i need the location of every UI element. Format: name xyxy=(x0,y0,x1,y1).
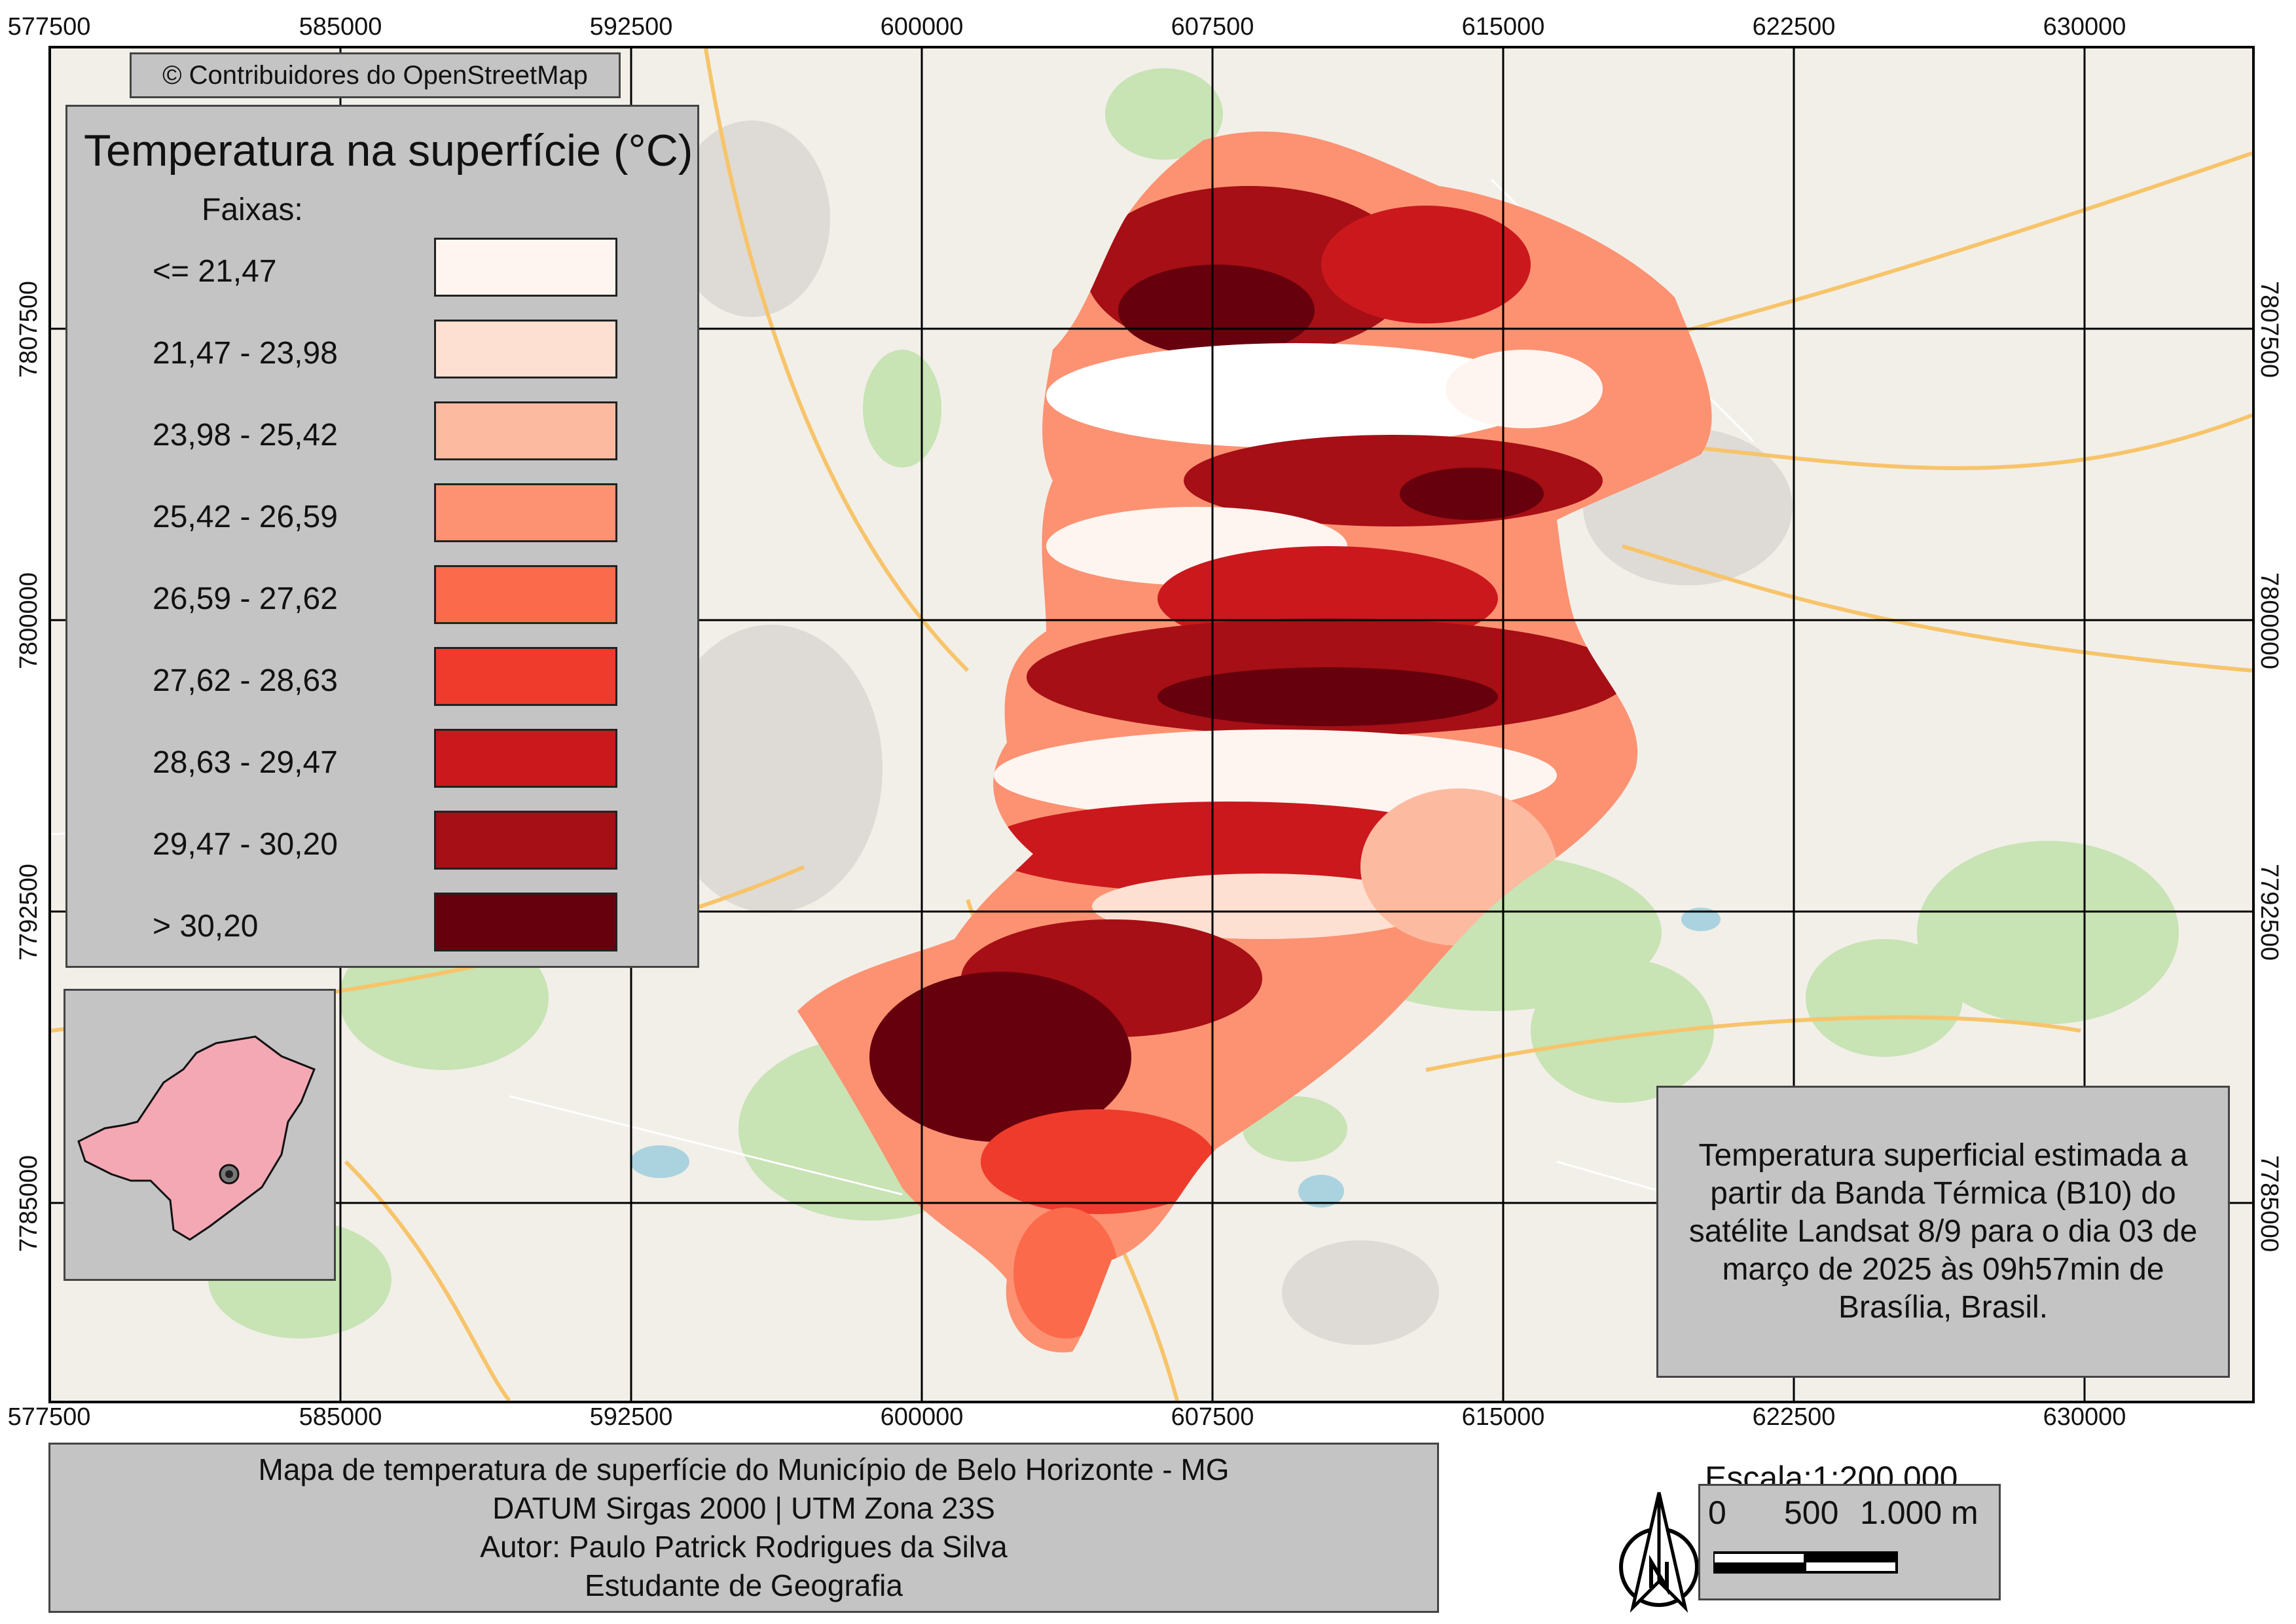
legend-row: 26,59 - 27,62 xyxy=(67,565,697,631)
grid-y-label-right: 7792500 xyxy=(2255,864,2283,961)
grid-x-label-bottom: 630000 xyxy=(2043,1403,2126,1431)
legend-swatch xyxy=(434,811,617,870)
osm-attribution: © Contribuidores do OpenStreetMap xyxy=(130,52,621,98)
basemap-roads xyxy=(51,48,2252,1401)
legend-swatch xyxy=(434,320,617,378)
legend-class-label: 23,98 - 25,42 xyxy=(153,418,338,452)
grid-x-label-bottom: 585000 xyxy=(299,1403,382,1431)
legend-row: 23,98 - 25,42 xyxy=(67,401,697,467)
legend-row: 21,47 - 23,98 xyxy=(67,320,697,385)
grid-x-label-top: 607500 xyxy=(1171,13,1254,41)
legend-row: 28,63 - 29,47 xyxy=(67,729,697,794)
legend-row: <= 21,47 xyxy=(67,238,697,303)
grid-y-label-right: 7800000 xyxy=(2255,572,2283,669)
legend-row: > 30,20 xyxy=(67,893,697,958)
grid-x-label-top: 622500 xyxy=(1752,13,1836,41)
grid-x-label-top: 592500 xyxy=(589,13,673,41)
scale-bar-panel: 0 500 1.000 m xyxy=(1698,1484,2001,1600)
datum-line: DATUM Sirgas 2000 | UTM Zona 23S xyxy=(492,1491,995,1525)
legend-class-label: 29,47 - 30,20 xyxy=(153,827,338,862)
legend-swatch xyxy=(434,729,617,788)
grid-x-label-top: 630000 xyxy=(2043,13,2126,41)
grid-y-label-left: 7785000 xyxy=(15,1155,43,1252)
map-title: Mapa de temperatura de superfície do Mun… xyxy=(258,1452,1230,1486)
legend-swatch xyxy=(434,893,617,951)
grid-x-label-top: 600000 xyxy=(880,13,964,41)
legend-swatch xyxy=(434,238,617,297)
grid-x-label-bottom: 577500 xyxy=(7,1403,91,1431)
title-block: Mapa de temperatura de superfície do Mun… xyxy=(48,1443,1439,1613)
legend-class-label: 28,63 - 29,47 xyxy=(153,745,338,780)
grid-y-label-left: 7800000 xyxy=(15,572,43,669)
grid-y-label-right: 7807500 xyxy=(2255,281,2283,378)
info-box: Temperatura superficial estimada a parti… xyxy=(1656,1086,2230,1378)
legend-class-label: 27,62 - 28,63 xyxy=(153,663,338,698)
legend-row: 25,42 - 26,59 xyxy=(67,483,697,549)
basemap-water xyxy=(630,908,1721,1208)
legend-panel: Temperatura na superfície (°C) Faixas: <… xyxy=(65,105,699,968)
north-arrow-icon xyxy=(1614,1490,1704,1614)
grid-y-label-left: 7792500 xyxy=(15,864,43,961)
grid-y-label-left: 7807500 xyxy=(15,281,43,378)
grid-x-label-bottom: 592500 xyxy=(589,1403,673,1431)
info-text: Temperatura superficial estimada a parti… xyxy=(1688,1138,2198,1325)
grid-x-label-top: 585000 xyxy=(299,13,382,41)
grid-y-label-right: 7785000 xyxy=(2255,1155,2283,1252)
inset-state-shape xyxy=(77,1035,316,1241)
grid-x-label-bottom: 615000 xyxy=(1461,1403,1545,1431)
inset-locator-map xyxy=(64,989,336,1281)
legend-class-label: 25,42 - 26,59 xyxy=(153,500,338,534)
scale-tick-label: 500 xyxy=(1784,1494,1839,1531)
grid-x-label-bottom: 607500 xyxy=(1171,1403,1254,1431)
legend-row: 27,62 - 28,63 xyxy=(67,647,697,712)
legend-class-label: <= 21,47 xyxy=(153,254,277,289)
legend-subtitle: Faixas: xyxy=(202,193,303,227)
legend-class-label: > 30,20 xyxy=(153,909,259,944)
legend-class-label: 21,47 - 23,98 xyxy=(153,336,338,371)
legend-swatch xyxy=(434,401,617,460)
grid-x-label-bottom: 600000 xyxy=(880,1403,964,1431)
legend-swatch xyxy=(434,565,617,624)
legend-title: Temperatura na superfície (°C) xyxy=(84,126,693,175)
legend-row: 29,47 - 30,20 xyxy=(67,811,697,876)
legend-swatch xyxy=(434,483,617,542)
grid-x-label-top: 577500 xyxy=(7,13,91,41)
grid-x-label-bottom: 622500 xyxy=(1752,1403,1836,1431)
author-role-line: Estudante de Geografia xyxy=(585,1568,903,1602)
grid-x-label-top: 615000 xyxy=(1461,13,1545,41)
legend-swatch xyxy=(434,647,617,706)
scale-tick-label: 1.000 m xyxy=(1860,1494,1978,1531)
scale-bar xyxy=(1713,1551,1898,1574)
legend-class-label: 26,59 - 27,62 xyxy=(153,581,338,616)
author-line: Autor: Paulo Patrick Rodrigues da Silva xyxy=(480,1530,1008,1564)
scale-tick-label: 0 xyxy=(1708,1494,1726,1531)
